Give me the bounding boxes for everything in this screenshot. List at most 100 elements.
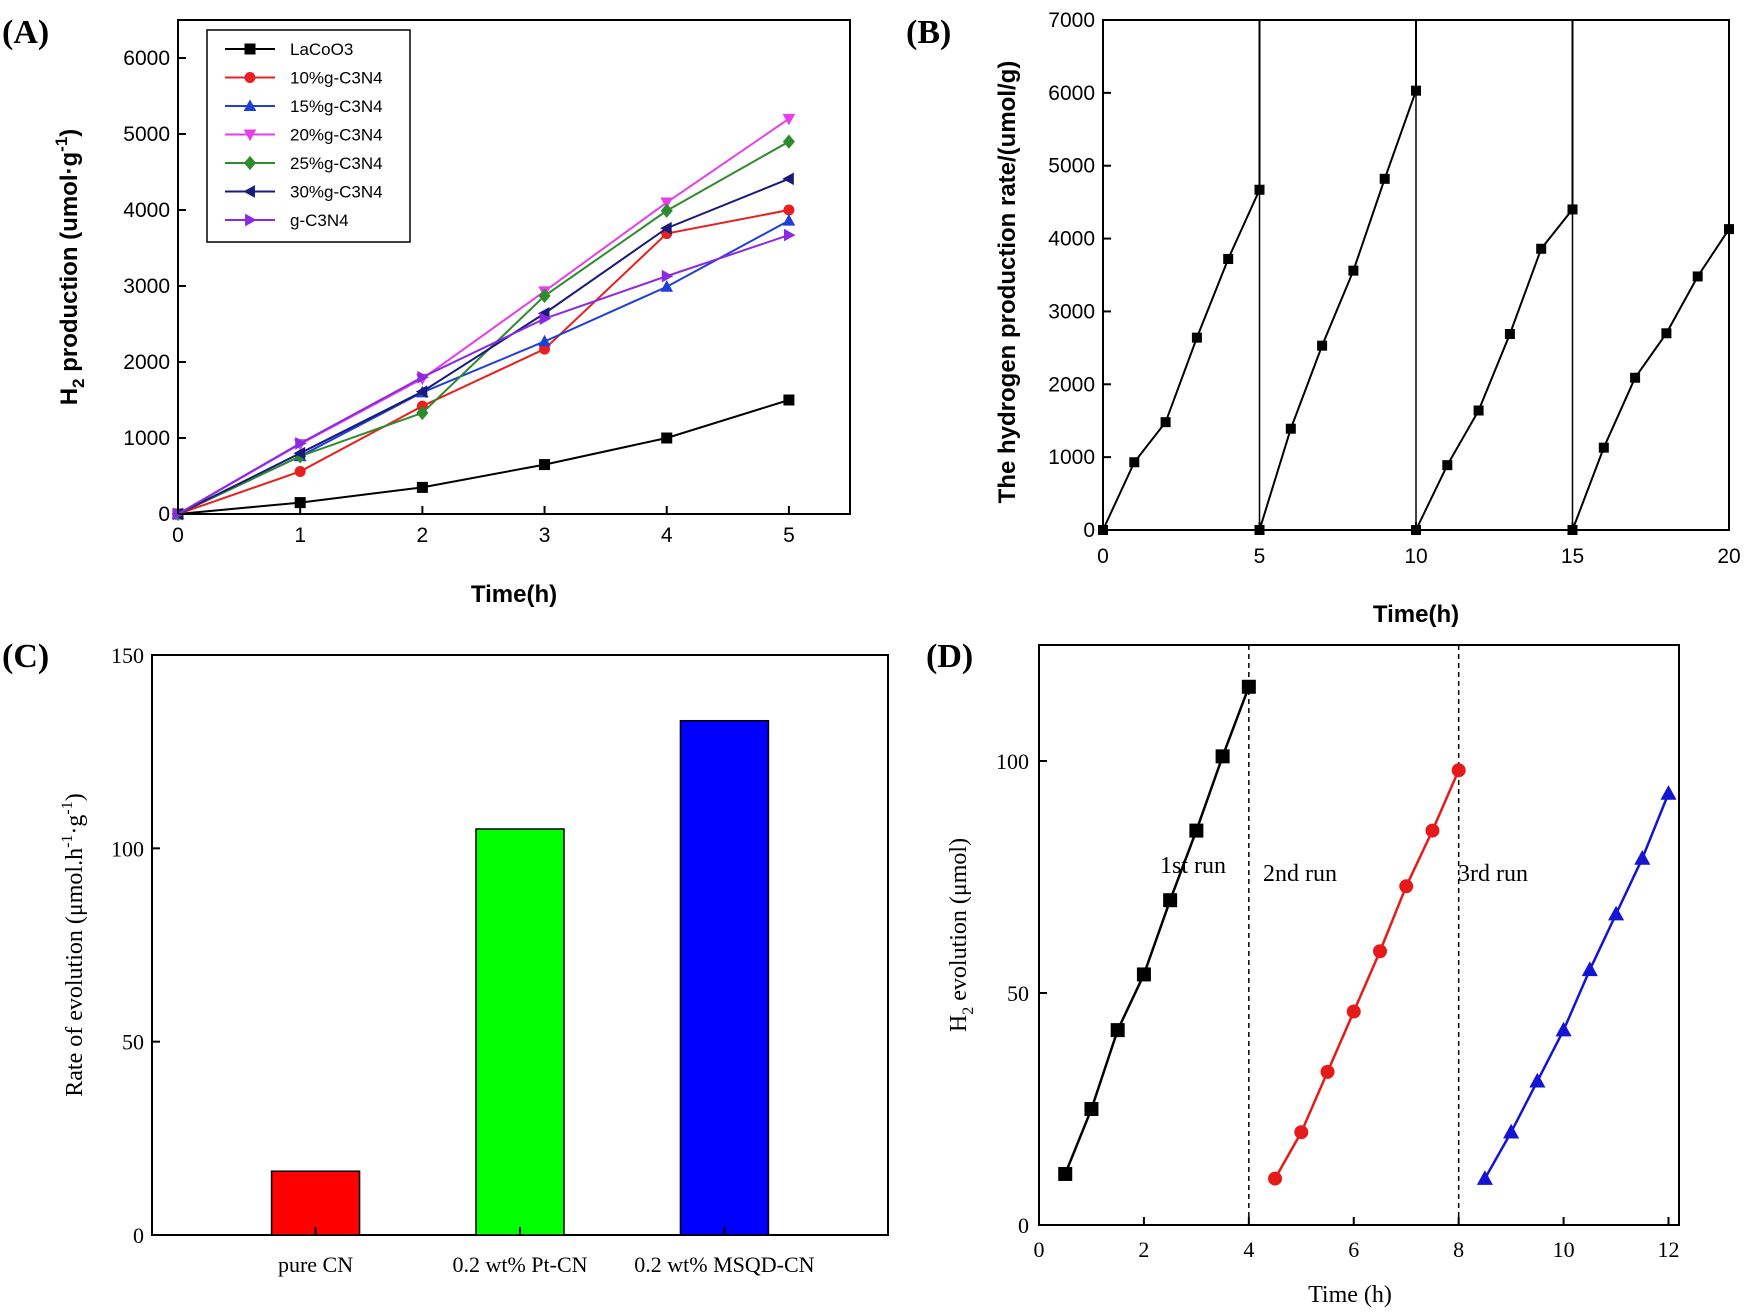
panel-b-data-point [1567,204,1578,215]
panel-a-data-point [782,134,795,149]
panel-b-xtick-label: 15 [1561,545,1584,568]
panel-d-data-point [1634,850,1651,865]
panel-a-legend-marker [243,99,257,111]
panel-a-data-point [661,432,673,444]
panel-c-label: (C) [2,638,49,675]
panel-b-data-point [1223,253,1234,264]
panel-b-data-point [1317,340,1328,351]
panel-a-legend-marker [243,185,255,198]
run-2-annotation: 2nd run [1263,861,1337,887]
panel-d-ylabel: H2 evolution (μmol) [946,838,977,1032]
panel-b-series-line [1102,20,1261,531]
panel-b-ytick-label: 0 [1083,519,1095,542]
panel-d-xtick-label: 4 [1243,1237,1254,1262]
panel-c-bar [270,1170,361,1236]
panel-a-data-point [782,113,796,126]
panel-a-data-point [782,214,796,226]
panel-b-data-point [1129,457,1140,468]
panel-d-xtick-label: 6 [1348,1237,1359,1262]
panel-a-xtick-label: 2 [417,524,429,547]
panel-a-ytick-label: 3000 [123,275,170,298]
panel-b-xtick-label: 5 [1254,545,1266,568]
panel-d-label: (D) [926,638,973,675]
panel-d-frame [1038,644,1680,1226]
panel-a-xlabel: Time(h) [471,581,557,608]
panel-b-ytick-label: 7000 [1048,9,1095,32]
panel-b-data-point [1536,243,1547,254]
panel-d-data-point [1451,763,1466,778]
panel-a-data-point [417,370,429,384]
panel-c-xtick-label: pure CN [278,1252,353,1277]
panel-c-ylabel: Rate of evolution (μmol.h-1·g-1) [59,793,88,1096]
panel-a-label: (A) [2,14,49,51]
panel-a-xtick-label: 3 [539,524,551,547]
panel-d-data-point [1372,944,1387,959]
panel-b-data-point [1379,173,1390,184]
panel-d-data-point [1163,893,1178,908]
panel-a-frame [177,19,851,515]
panel-b-data-point [1630,372,1641,383]
panel-b-data-point [1473,405,1484,416]
panel-b-series-line [1258,20,1417,531]
panel-a-legend-entry: 25%g-C3N4 [290,154,383,173]
panel-a-series-line [177,140,790,515]
panel-a-legend-marker [243,129,257,142]
panel-d-series-line [1273,769,1460,1180]
panel-b-data-point [1724,224,1734,235]
panel-a-data-point [539,312,552,326]
panel-a-data-point [416,481,428,493]
panel-b-xtick-label: 0 [1097,545,1109,568]
panel-a-data-point [293,446,306,460]
panel-b-chart: 0 5 10 15 20 0 1000 2000 3000 4000 5000 6000 7000 Ti… [994,9,1741,628]
panel-c-ytick-label: 0 [133,1223,144,1248]
panel-b-ylabel: The hydrogen production rate/(umol/g) [994,61,1021,504]
panel-d-data-point [1189,823,1204,838]
panel-b-xtick-label: 10 [1404,545,1427,568]
panel-a-data-point [539,459,551,471]
panel-a-data-point [294,497,306,509]
panel-a-series-line [177,399,790,515]
panel-a-data-point [660,221,672,235]
panel-b-xlabel: Time(h) [1373,601,1459,628]
panel-d-xtick-label: 0 [1034,1237,1045,1262]
panel-d-data-point [1476,1170,1493,1185]
panel-a-legend-marker [243,155,257,171]
panel-d-ytick-label: 50 [1007,981,1029,1006]
panel-b-data-point [1285,423,1296,434]
panel-a-data-point [295,436,307,450]
panel-b-ytick-label: 4000 [1048,228,1095,251]
panel-d-data-point [1425,823,1440,838]
panel-d-xtick-label: 12 [1658,1237,1680,1262]
panel-d-data-point [1320,1064,1335,1079]
panel-b-ytick-label: 1000 [1048,446,1095,469]
panel-b-series-line [1571,228,1730,531]
panel-a-ytick-label: 6000 [123,47,170,70]
panel-b-ytick-label: 3000 [1048,300,1095,323]
panel-d-data-point [1346,1004,1361,1019]
panel-d-xtick-label: 2 [1138,1237,1149,1262]
panel-a-data-point [782,172,794,186]
panel-d-data-point [1503,1123,1520,1139]
panel-a-ytick-label: 2000 [123,351,170,374]
panel-a-ylabel: H2 production (umol·g-1) [52,129,88,406]
panel-a-legend-entry: 10%g-C3N4 [290,69,383,88]
panel-a-data-point [538,288,551,304]
panel-b-data-point [1504,329,1515,340]
run-1-annotation: 1st run [1160,853,1226,879]
panel-b-data-point [1411,85,1421,96]
panel-a-data-point [416,405,429,421]
panel-c-ytick-label: 150 [111,643,144,668]
panel-a-legend-marker [244,72,256,83]
panel-c-chart: 0 50 100 150 pure CN 0.2 wt% Pt-CN 0.2 wt% MSQ… [59,643,889,1277]
panel-a-ytick-label: 0 [158,503,170,526]
panel-d-data-point [1660,785,1677,800]
panel-a-ytick-label: 1000 [123,427,170,450]
panel-d-data-point [1529,1072,1546,1088]
panel-c-ytick-label: 50 [122,1030,144,1055]
panel-d-data-point [1215,749,1230,764]
panel-a-xtick-label: 1 [294,524,306,547]
panel-a-legend-entry: LaCoO3 [290,40,353,59]
panel-d-data-point [1607,905,1625,921]
